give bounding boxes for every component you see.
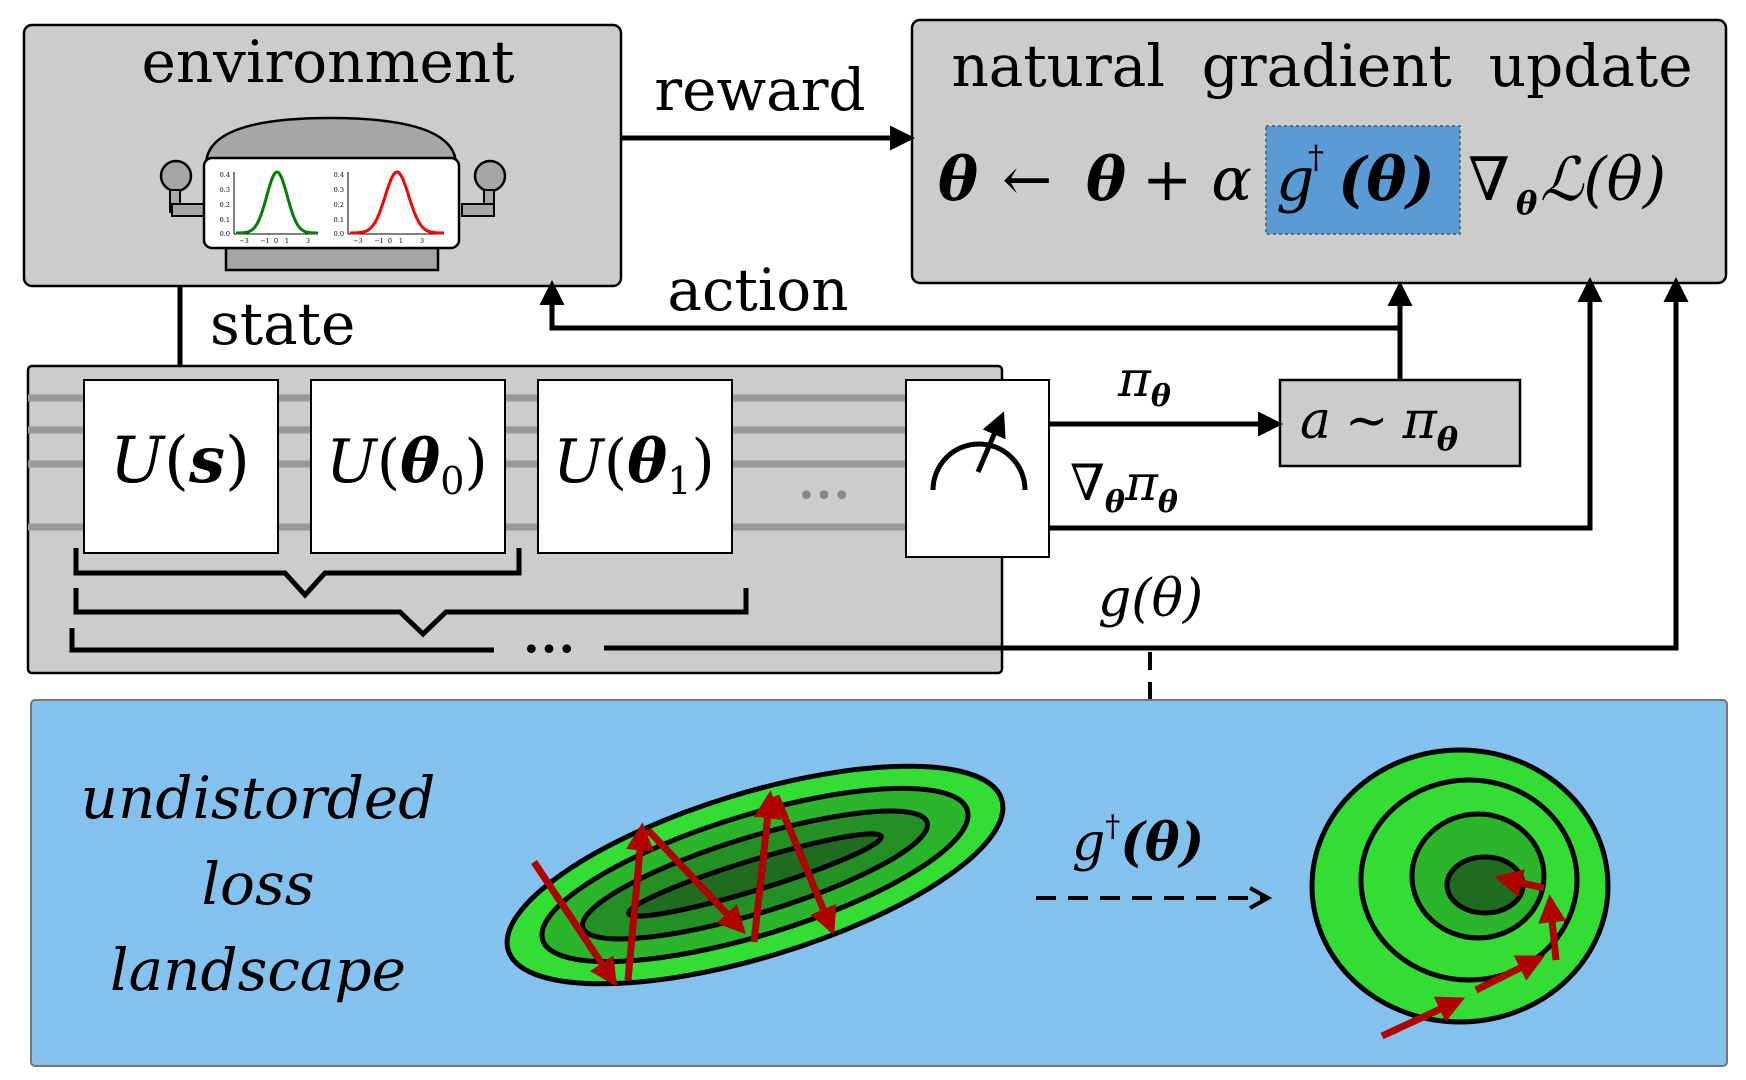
circuit-box: U(s) U(θ0) U(θ1) ••• bbox=[26, 364, 1050, 675]
svg-text:∇θπθ: ∇θπθ bbox=[1070, 454, 1178, 520]
reward-label: reward bbox=[654, 56, 865, 124]
svg-text:g†(θ): g†(θ) bbox=[1072, 809, 1204, 873]
reward-edge: reward bbox=[621, 56, 915, 151]
caption-line-1: undistorded bbox=[81, 764, 436, 832]
update-box: natural gradient update θ ← θ + α g † (θ… bbox=[910, 18, 1728, 285]
tick-y-0: 0.4 bbox=[220, 171, 230, 179]
eq-theta-rhs: θ bbox=[1086, 145, 1126, 215]
gate-u-theta0: U(θ0) bbox=[310, 379, 506, 554]
tick-x-4: 3 bbox=[306, 237, 310, 245]
tick-y-r-2: 0.2 bbox=[334, 201, 344, 209]
brace-1 bbox=[73, 548, 522, 599]
tick-x-r-1: −1 bbox=[374, 237, 384, 245]
gate-u-s: U(s) bbox=[83, 379, 279, 554]
gate-u-theta0-arg: θ bbox=[400, 427, 440, 497]
tick-x-r-3: 1 bbox=[399, 237, 403, 245]
tick-x-r-4: 3 bbox=[420, 237, 424, 245]
environment-box: environment 0.4 0.3 0.2 0.1 0.0 −3 bbox=[22, 23, 623, 288]
gate-u-theta0-U: U bbox=[326, 427, 379, 497]
eq-arrow: ← bbox=[1002, 145, 1052, 215]
circuit-ellipsis: ••• bbox=[797, 479, 850, 514]
mini-plot-right: 0.4 0.3 0.2 0.1 0.0 −3 −1 0 1 3 bbox=[334, 170, 444, 245]
tick-y-r-0: 0.4 bbox=[334, 171, 344, 179]
landscape-panel: undistorded loss landscape g†(θ) bbox=[30, 699, 1728, 1067]
grad-pi-edge: ∇θπθ bbox=[1049, 277, 1603, 531]
robot-icon bbox=[159, 116, 507, 272]
tick-x-r-2: 0 bbox=[388, 237, 392, 245]
mini-plot-left: 0.4 0.3 0.2 0.1 0.0 −3 −1 0 1 3 bbox=[220, 170, 318, 245]
svg-text:U(θ1): U(θ1) bbox=[553, 427, 715, 503]
svg-text:a∼πθ: a ∼ πθ bbox=[1300, 391, 1459, 458]
gate-u-theta1: U(θ1) bbox=[537, 379, 733, 554]
caption-line-2: loss bbox=[202, 850, 315, 918]
tick-y-r-1: 0.3 bbox=[334, 186, 344, 194]
state-label: state bbox=[210, 290, 355, 358]
eq-dagger: † bbox=[1308, 138, 1324, 176]
g-theta-edge: g(θ) bbox=[604, 277, 1689, 651]
eq-g: g bbox=[1276, 145, 1314, 215]
update-title: natural gradient update bbox=[951, 32, 1692, 100]
tick-x-3: 1 bbox=[285, 237, 289, 245]
svg-text:U(s): U(s) bbox=[110, 423, 250, 498]
sample-box: a ∼ πθ bbox=[1278, 378, 1522, 468]
zigzag-path bbox=[531, 790, 837, 987]
sample-a: a bbox=[1300, 391, 1331, 451]
g-theta-label: g(θ) bbox=[1098, 569, 1203, 629]
eq-plus-alpha: + α bbox=[1142, 145, 1252, 215]
tick-y-r-4: 0.0 bbox=[334, 230, 344, 238]
tick-x-0: −3 bbox=[239, 237, 249, 245]
svg-text:πθ: πθ bbox=[1117, 350, 1171, 414]
brace-2 bbox=[73, 588, 749, 638]
curve-left bbox=[236, 170, 318, 235]
gate-u-s-U: U bbox=[110, 424, 166, 498]
environment-title: environment bbox=[142, 28, 515, 96]
eq-loss: ℒ(θ) bbox=[1540, 145, 1666, 215]
inverse-metric-highlight bbox=[1265, 125, 1461, 235]
eq-theta-lhs: θ bbox=[938, 145, 978, 215]
action-edge: action bbox=[539, 256, 1413, 380]
eq-nabla: ∇ bbox=[1468, 145, 1510, 215]
tick-y-4: 0.0 bbox=[220, 230, 230, 238]
eq-nabla-sub: θ bbox=[1516, 184, 1538, 222]
tick-y-r-3: 0.1 bbox=[334, 216, 344, 224]
gate-u-theta1-arg: θ bbox=[627, 427, 667, 497]
brace-ellipsis: ••• bbox=[522, 633, 575, 668]
sample-pi: π bbox=[1402, 391, 1438, 451]
caption-line-3: landscape bbox=[110, 936, 406, 1004]
gate-u-s-arg: s bbox=[188, 423, 225, 498]
grad-pi-nabla: ∇ bbox=[1070, 454, 1105, 512]
tick-x-1: −1 bbox=[260, 237, 270, 245]
undistorted-loss-contours bbox=[1309, 747, 1611, 1025]
state-edge: state bbox=[167, 286, 355, 391]
direct-path bbox=[1380, 869, 1567, 1040]
curve-right bbox=[350, 170, 444, 235]
action-label: action bbox=[667, 256, 848, 324]
tick-y-1: 0.3 bbox=[220, 186, 230, 194]
gate-u-theta1-U: U bbox=[553, 427, 606, 497]
tick-x-r-0: −3 bbox=[353, 237, 363, 245]
tick-x-2: 0 bbox=[274, 237, 278, 245]
g-dagger-label: g bbox=[1072, 813, 1105, 873]
tick-y-3: 0.1 bbox=[220, 216, 230, 224]
pi-label: π bbox=[1117, 350, 1152, 408]
pi-edge: πθ bbox=[1049, 350, 1283, 437]
svg-text:U(θ0): U(θ0) bbox=[326, 427, 488, 503]
tick-y-2: 0.2 bbox=[220, 201, 230, 209]
eq-g-arg: (θ) bbox=[1338, 145, 1435, 215]
brace-3 bbox=[69, 628, 494, 653]
measurement-icon bbox=[905, 379, 1050, 558]
